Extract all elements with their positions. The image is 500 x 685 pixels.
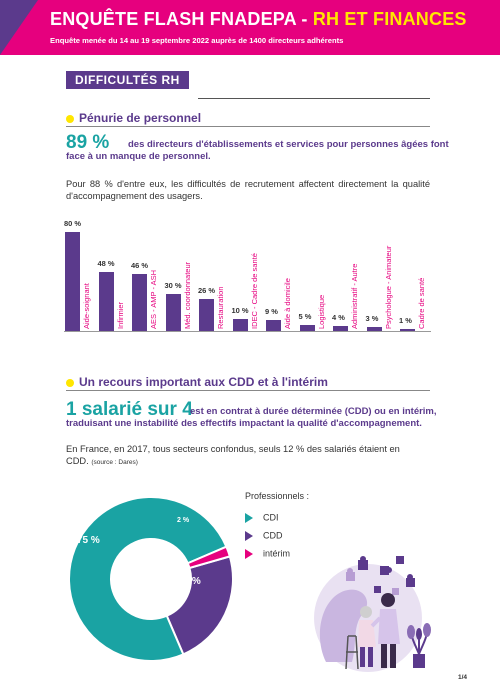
cdd-statement-line1: est en contrat à durée déterminée (CDD) … — [190, 406, 437, 417]
bar-7 — [299, 324, 315, 331]
penurie-statement-line2: face à un manque de personnel. — [66, 151, 211, 162]
penurie-statement-line1: des directeurs d'établissements et servi… — [128, 139, 449, 150]
cdd-source: (source : Dares) — [91, 459, 138, 466]
triangle-marker-icon — [245, 512, 253, 523]
caregiver-illustration — [314, 556, 431, 672]
bar-category-label: Cadre de santé — [417, 277, 426, 329]
legend-item-cdi: CDI — [245, 512, 279, 524]
bar-2 — [132, 274, 147, 331]
bar-value-label: 5 % — [298, 311, 312, 321]
bar-value-label: 26 % — [198, 285, 216, 295]
bar-category-label: Restauration — [216, 286, 225, 329]
page-title: ENQUÊTE FLASH FNADEPA - RH ET FINANCES — [50, 9, 467, 29]
puzzle-pieces-light-icon — [346, 568, 399, 595]
donut-label-cdd: 23 % — [178, 576, 201, 587]
donut-slice-intrim — [186, 545, 232, 570]
donut-label-cdi: 75 % — [77, 535, 100, 546]
legend-item-interim: intérim — [245, 548, 290, 560]
triangle-marker-icon — [245, 530, 253, 541]
bar-value-label: 30 % — [164, 280, 182, 290]
bar-category-label: Logistique — [316, 294, 326, 329]
page-subtitle: Enquête menée du 14 au 19 septembre 2022… — [50, 36, 344, 45]
bar-10 — [400, 329, 415, 331]
bar-6 — [266, 319, 281, 331]
bar-8 — [333, 326, 348, 331]
bar-category-label: Aide-soignant — [82, 283, 91, 329]
bar-value-label: 80 % — [64, 219, 82, 228]
bar-category-label: Infirmier — [115, 301, 125, 329]
legend-title: Professionnels : — [245, 491, 310, 501]
bullet-dot-icon — [66, 379, 74, 387]
cdd-note-line2: CDD. (source : Dares) — [66, 456, 138, 466]
heading-underline — [66, 126, 430, 127]
bar-5 — [232, 318, 248, 331]
cdd-note-line1: En France, en 2017, tous secteurs confon… — [66, 444, 400, 454]
donut-slice-cdi — [68, 496, 228, 662]
bar-value-label: 9 % — [265, 306, 278, 316]
bar-category-label: Aide à domicile — [283, 278, 292, 329]
triangle-marker-icon — [245, 548, 253, 559]
donut-slice-cdd — [165, 555, 234, 656]
penurie-big-value: 89 % — [66, 132, 110, 153]
bullet-dot-icon — [66, 115, 74, 123]
header-accent-triangle — [0, 0, 38, 55]
bar-1 — [98, 271, 114, 331]
cdd-statement-line2: traduisant une instabilité des effectifs… — [66, 418, 422, 429]
bar-category-label: Méd. coordonnateur — [182, 261, 192, 329]
penurie-note: Pour 88 % d'entre eux, les difficultés d… — [66, 179, 430, 201]
bar-4 — [199, 298, 214, 331]
heading-cdd: Un recours important aux CDD et à l'inté… — [79, 375, 328, 389]
caregiver-person-icon — [370, 593, 400, 668]
bar-3 — [165, 293, 181, 331]
legend-item-cdd: CDD — [245, 530, 283, 542]
cdd-big-value: 1 salarié sur 4 — [66, 399, 193, 420]
heading-underline — [66, 390, 430, 391]
chart-baseline — [64, 331, 431, 332]
page-number: 1/4 — [458, 674, 468, 681]
bar-category-label: Administratif - Autre — [350, 263, 359, 329]
header-banner: ENQUÊTE FLASH FNADEPA - RH ET FINANCES E… — [0, 0, 500, 55]
bar-value-label: 46 % — [131, 261, 149, 271]
bar-value-label: 10 % — [231, 305, 249, 315]
section-tag: DIFFICULTÉS RH — [66, 71, 189, 89]
donut-chart — [68, 496, 234, 662]
elderly-person-icon — [358, 606, 376, 667]
section-divider — [198, 98, 430, 99]
head-silhouette — [319, 589, 368, 662]
bar-category-label: IDEC - Cadre de santé — [249, 253, 259, 329]
bar-category-label: AES - AMP - ASH — [149, 269, 158, 329]
bar-category-label: Psychologue - Animateur — [383, 245, 393, 329]
walker-icon — [345, 635, 359, 670]
potted-plant-icon — [407, 623, 431, 668]
bar-value-label: 4 % — [332, 313, 345, 323]
donut-label-interim: 2 % — [177, 517, 190, 524]
bar-value-label: 3 % — [365, 314, 379, 324]
heading-penurie: Pénurie de personnel — [79, 111, 202, 125]
bar-9 — [366, 327, 382, 331]
bar-0 — [65, 232, 80, 331]
bar-value-label: 1 % — [399, 316, 412, 325]
bar-value-label: 48 % — [97, 258, 115, 268]
puzzle-pieces-icon — [358, 556, 415, 593]
